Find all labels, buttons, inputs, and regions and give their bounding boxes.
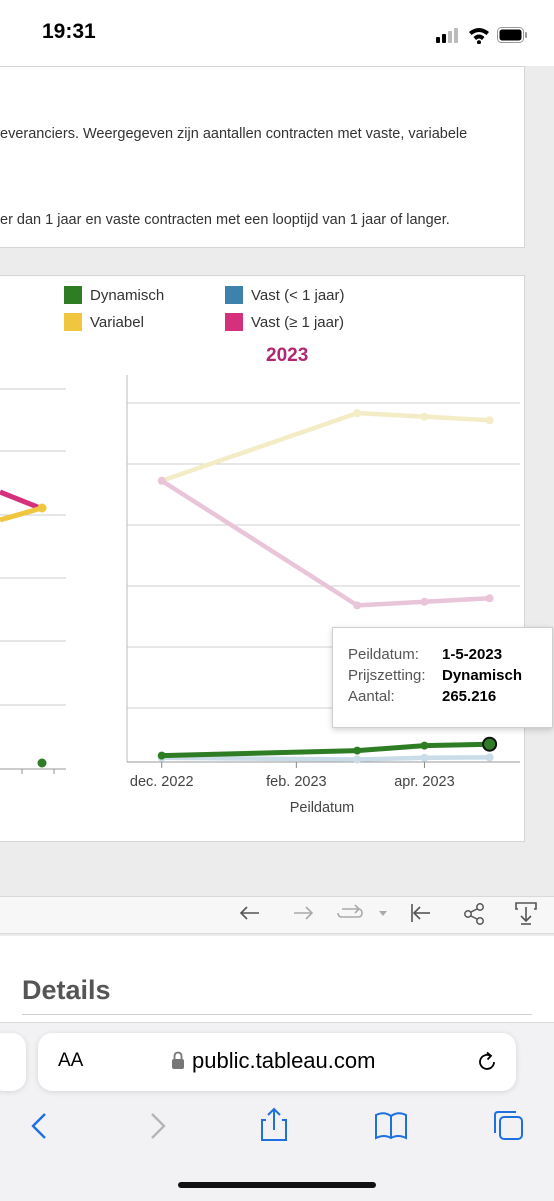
tooltip [332,627,553,728]
reload-icon[interactable] [475,1050,499,1074]
viz-toolbar [0,896,554,934]
download-button[interactable] [510,898,542,930]
legend-swatch-dynamisch[interactable] [64,286,82,304]
tabs-icon [494,1111,523,1140]
data-point-vast-1-jaar [420,753,429,762]
back-button[interactable] [20,1104,60,1148]
share-sheet-button[interactable] [254,1104,294,1148]
browser-nav-icons [31,1107,523,1141]
toolbar-icons [239,902,537,925]
status-clock: 19:31 [42,20,96,43]
wifi-icon [469,28,489,44]
description-line-1: everanciers. Weergegeven zijn aantallen … [0,126,468,142]
share-icon [464,903,484,925]
x-tick-label: dec. 2022 [130,774,194,790]
data-point-vast-1-jaar [485,594,494,603]
series-line-variabel [161,410,490,483]
legend-label-dynamisch[interactable]: Dynamisch [90,287,165,304]
data-point-dynamisch [353,746,362,755]
series-line-vast-1-jaar [160,478,490,608]
tooltip-key-aantal: Aantal: [348,688,395,705]
tooltip-value-aantal: 265.216 [442,688,497,705]
description-line-2: er dan 1 jaar en vaste contracten met ee… [0,212,450,228]
data-point-vast-1-jaar [485,753,494,762]
revert-dropdown-icon [379,911,387,916]
home-indicator [178,1182,376,1188]
left-line-variabel [0,505,43,523]
data-point-vast-1-jaar [353,755,362,764]
status-icons [436,27,527,44]
tooltip-value-prijszetting: Dynamisch [442,667,523,684]
x-axis-title: Peildatum [290,800,354,816]
undo-icon [239,906,259,920]
address-bar[interactable] [38,1033,516,1091]
data-point-vast-1-jaar [420,597,429,606]
data-point-variabel [353,409,362,418]
details-heading[interactable]: Details [22,975,111,1005]
bookmarks-button[interactable] [370,1104,410,1148]
left-point-dynamisch [37,758,47,768]
series-line-dynamisch [161,741,490,759]
legend-label-variabel[interactable]: Variabel [90,314,144,331]
redo-icon [294,906,314,920]
lock-icon [172,1051,184,1069]
legend-swatch-vast-kort[interactable] [225,286,243,304]
tabs-button[interactable] [490,1104,530,1148]
x-tick-label: apr. 2023 [394,774,454,790]
data-point-variabel [420,412,429,421]
cellular-signal-icon [436,28,458,43]
url-text[interactable]: public.tableau.com [192,1048,376,1073]
details-divider [22,1014,532,1015]
left-chart-fragment [0,388,66,774]
legend-label-vast-lang[interactable]: Vast (≥ 1 jaar) [251,314,344,331]
data-point-dynamisch [482,736,498,752]
revert-button[interactable] [334,898,392,930]
battery-icon [497,27,527,43]
legend-label-vast-kort[interactable]: Vast (< 1 jaar) [251,287,345,304]
data-point-variabel [485,416,494,425]
back-icon [31,1113,46,1139]
bookmarks-icon [375,1112,407,1140]
line-chart-2023[interactable]: dec. 2022 feb. 2023 apr. 2023 Peildatum [100,370,530,830]
previous-tab-preview[interactable] [0,1033,26,1091]
forward-button[interactable] [138,1104,178,1148]
tooltip-key-prijszetting: Prijszetting: [348,667,426,684]
data-point-vast-1-jaar [353,601,362,610]
status-bar [0,0,554,66]
redo-button[interactable] [288,898,320,930]
reset-button[interactable] [406,898,438,930]
reset-icon [411,904,430,922]
legend-swatch-vast-lang[interactable] [225,313,243,331]
tooltip-value-peildatum: 1-5-2023 [442,646,503,663]
left-line-vast-lang [0,489,41,511]
data-point-dynamisch [420,741,429,750]
share-sheet-icon [261,1107,287,1141]
chart-title: 2023 [266,345,309,366]
undo-button[interactable] [234,898,266,930]
left-point-variabel [37,503,47,513]
download-icon [515,902,537,925]
data-point-vast-1-jaar [157,476,166,485]
series-line-vast-1-jaar [161,755,490,762]
data-point-dynamisch [157,751,166,760]
left-gridlines [0,388,66,774]
legend-swatch-variabel[interactable] [64,313,82,331]
x-tick-label: feb. 2023 [266,774,326,790]
share-button[interactable] [460,898,492,930]
reader-aa-button[interactable]: AA [58,1050,84,1071]
description-panel [0,66,525,248]
forward-icon [151,1113,166,1139]
tooltip-key-peildatum: Peildatum: [348,646,419,663]
revert-icon [337,904,363,918]
